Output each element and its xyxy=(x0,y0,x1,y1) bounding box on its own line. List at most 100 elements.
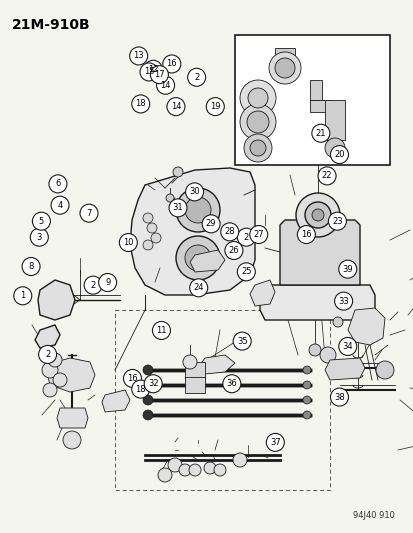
Circle shape xyxy=(14,287,32,305)
Text: 31: 31 xyxy=(172,204,183,212)
Text: 16: 16 xyxy=(166,60,177,68)
Circle shape xyxy=(302,411,310,419)
Text: 34: 34 xyxy=(342,342,352,351)
Polygon shape xyxy=(279,220,359,285)
Text: 2: 2 xyxy=(90,281,95,289)
Circle shape xyxy=(319,347,335,363)
Circle shape xyxy=(237,228,255,246)
Circle shape xyxy=(169,199,187,217)
Circle shape xyxy=(233,332,251,350)
Circle shape xyxy=(249,140,266,156)
Polygon shape xyxy=(35,325,60,348)
Circle shape xyxy=(240,80,275,116)
Polygon shape xyxy=(130,168,254,295)
Circle shape xyxy=(332,317,342,327)
Circle shape xyxy=(84,276,102,294)
Polygon shape xyxy=(190,250,224,272)
Polygon shape xyxy=(102,390,130,412)
Text: 4: 4 xyxy=(57,201,62,209)
Circle shape xyxy=(51,196,69,214)
Text: 7: 7 xyxy=(86,209,91,217)
Polygon shape xyxy=(309,100,329,112)
Text: 26: 26 xyxy=(228,246,239,255)
Bar xyxy=(235,35,389,165)
Text: 20: 20 xyxy=(333,150,344,159)
Circle shape xyxy=(317,167,335,185)
Circle shape xyxy=(183,355,197,369)
Circle shape xyxy=(166,194,173,202)
Text: 23: 23 xyxy=(331,217,342,225)
Text: 16: 16 xyxy=(300,230,311,239)
Circle shape xyxy=(150,66,168,84)
Text: 29: 29 xyxy=(205,220,216,228)
Polygon shape xyxy=(347,308,384,345)
Text: 36: 36 xyxy=(226,379,237,388)
Circle shape xyxy=(308,344,320,356)
Circle shape xyxy=(156,76,174,94)
Text: 35: 35 xyxy=(236,337,247,345)
Circle shape xyxy=(233,453,247,467)
Circle shape xyxy=(311,124,329,142)
Circle shape xyxy=(224,241,242,260)
Circle shape xyxy=(80,204,98,222)
Circle shape xyxy=(297,225,315,244)
Text: 32: 32 xyxy=(147,379,158,388)
Polygon shape xyxy=(259,285,374,320)
Text: 3: 3 xyxy=(37,233,42,241)
Circle shape xyxy=(185,183,203,201)
Circle shape xyxy=(178,464,190,476)
Circle shape xyxy=(247,88,267,108)
Text: 17: 17 xyxy=(154,70,164,79)
Circle shape xyxy=(152,321,170,340)
Circle shape xyxy=(187,68,205,86)
Circle shape xyxy=(166,98,185,116)
Text: 33: 33 xyxy=(337,297,348,305)
Circle shape xyxy=(142,380,153,390)
Circle shape xyxy=(302,396,310,404)
Circle shape xyxy=(222,375,240,393)
Circle shape xyxy=(330,146,348,164)
Text: 11: 11 xyxy=(156,326,166,335)
Text: 38: 38 xyxy=(333,393,344,401)
Text: 19: 19 xyxy=(209,102,220,111)
Text: 5: 5 xyxy=(39,217,44,225)
Circle shape xyxy=(249,225,267,244)
Polygon shape xyxy=(57,408,88,428)
Polygon shape xyxy=(45,358,95,392)
Text: 12: 12 xyxy=(147,65,158,74)
Circle shape xyxy=(63,431,81,449)
Circle shape xyxy=(176,188,219,232)
Circle shape xyxy=(247,111,268,133)
Circle shape xyxy=(129,47,147,65)
Circle shape xyxy=(240,104,275,140)
Circle shape xyxy=(220,223,238,241)
Polygon shape xyxy=(38,280,75,320)
Circle shape xyxy=(189,279,207,297)
Circle shape xyxy=(144,375,162,393)
Circle shape xyxy=(38,345,57,364)
Text: 21M-910B: 21M-910B xyxy=(12,18,90,32)
Circle shape xyxy=(311,209,323,221)
Text: 21: 21 xyxy=(315,129,325,138)
Text: 25: 25 xyxy=(240,268,251,276)
Text: 94J40 910: 94J40 910 xyxy=(352,511,394,520)
Circle shape xyxy=(151,233,161,243)
Circle shape xyxy=(206,98,224,116)
Circle shape xyxy=(142,365,153,375)
Text: 10: 10 xyxy=(123,238,133,247)
Text: 8: 8 xyxy=(28,262,33,271)
Circle shape xyxy=(173,167,183,177)
Circle shape xyxy=(237,263,255,281)
Circle shape xyxy=(268,52,300,84)
Text: 6: 6 xyxy=(55,180,60,188)
Circle shape xyxy=(30,228,48,246)
Polygon shape xyxy=(324,358,364,380)
Circle shape xyxy=(53,373,67,387)
Circle shape xyxy=(302,366,310,374)
Circle shape xyxy=(49,175,67,193)
Circle shape xyxy=(302,381,310,389)
Circle shape xyxy=(334,292,352,310)
Text: 16: 16 xyxy=(127,374,138,383)
Text: 14: 14 xyxy=(170,102,181,111)
Text: 18: 18 xyxy=(135,385,146,393)
